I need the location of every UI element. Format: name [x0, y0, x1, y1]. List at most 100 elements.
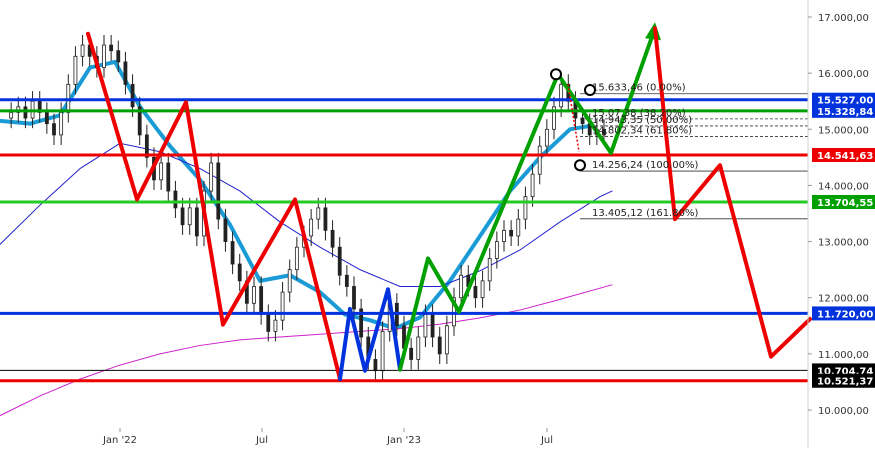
fib-labels: 15.633,46 (0.00%) 15.07,38 (38.20%)14.943… — [592, 83, 698, 219]
candle-body — [516, 218, 521, 237]
candle-body — [430, 314, 435, 338]
candle-body — [37, 100, 42, 113]
candle-body — [102, 44, 106, 68]
y-tick-label: 12.000,00 — [818, 294, 869, 305]
candle-body — [473, 286, 478, 299]
fib-label: 14.256,24 (100.00%) — [592, 160, 698, 171]
y-axis: 17.000,00 16.000,00 15.000,00 14.000,00 13.0… — [808, 13, 869, 417]
candle-body — [352, 286, 356, 310]
candle-body — [344, 274, 349, 287]
candle-body — [409, 347, 414, 360]
candle-body — [559, 83, 564, 108]
candle-body — [337, 246, 342, 276]
candle-body — [23, 106, 28, 119]
candle-body — [173, 190, 178, 209]
candle-body — [509, 229, 514, 237]
candle-body — [544, 128, 549, 147]
candle-body — [109, 44, 114, 52]
wave-line — [398, 26, 657, 372]
price-tag-box — [812, 103, 875, 118]
price-level-lines — [0, 98, 808, 383]
pivot-marker — [550, 68, 562, 81]
candle-body — [144, 134, 149, 158]
candle-body — [180, 207, 185, 226]
candle-body — [359, 308, 364, 338]
y-tick-label: 16.000,00 — [818, 69, 869, 80]
candle-body — [137, 106, 142, 136]
y-tick-label: 14.000,00 — [818, 181, 869, 192]
candle-body — [552, 106, 556, 130]
pivot-markers — [550, 68, 596, 172]
wave-line — [86, 31, 342, 382]
candle-body — [316, 207, 321, 220]
candle-body — [309, 218, 314, 237]
candle-body — [209, 162, 214, 192]
candle-body — [44, 112, 49, 125]
candle-body — [80, 44, 85, 57]
pivot-marker — [584, 83, 596, 96]
fib-label: 14.943,35 (50.00%) — [592, 115, 692, 126]
candle-body — [187, 207, 192, 226]
candle-body — [166, 162, 171, 192]
candle-body — [494, 241, 499, 259]
candle-body — [530, 173, 535, 198]
candle-body — [194, 207, 199, 237]
price-tag-label: 14.541,63 — [817, 151, 873, 162]
price-tag-label: 10.521,37 — [817, 377, 873, 388]
y-tick-label: 11.000,00 — [818, 350, 869, 361]
candle-body — [266, 314, 271, 332]
candle-body — [52, 123, 56, 136]
candle-body — [487, 258, 492, 282]
fib-label: 13.405,12 (161.80%) — [592, 208, 698, 219]
x-axis: Jan '22 Jul Jan '23 Jul — [102, 428, 553, 446]
candle-body — [602, 128, 606, 136]
candles — [9, 34, 606, 381]
candle-body — [280, 291, 285, 321]
y-tick-label: 10.000,00 — [818, 406, 869, 417]
price-tag-box — [812, 147, 875, 162]
candle-body — [273, 319, 278, 332]
candle-body — [380, 330, 385, 372]
fib-label: 15.07,38 (38.20%) — [592, 108, 686, 119]
price-tag-box — [812, 92, 875, 107]
price-tag-label: 11.720,00 — [817, 309, 873, 320]
candle-body — [423, 314, 428, 338]
candle-body — [259, 286, 264, 315]
price-tag-box — [812, 373, 875, 388]
candle-body — [130, 83, 135, 108]
candle-body — [459, 274, 464, 299]
x-tick-label: Jan '23 — [386, 435, 421, 446]
candle-body — [480, 280, 485, 299]
candle-body — [537, 145, 542, 175]
wave-lines — [86, 22, 812, 382]
candle-body — [9, 112, 14, 119]
candle-body — [237, 263, 242, 282]
wave-line — [338, 287, 402, 382]
price-tag-label: 13.704,55 — [817, 198, 873, 209]
candle-body — [216, 162, 221, 220]
candle-body — [230, 241, 235, 265]
wave-line — [653, 26, 812, 359]
x-tick-label: Jul — [540, 435, 553, 446]
price-tag-box — [812, 194, 875, 209]
price-tag-label: 15.527,00 — [817, 96, 873, 107]
candle-body — [294, 246, 299, 271]
ma-medium-line — [0, 142, 613, 287]
y-tick-label: 15.000,00 — [818, 125, 869, 136]
candle-body — [59, 112, 64, 136]
candle-body — [416, 336, 421, 360]
candle-body — [523, 196, 528, 220]
fib-label: 14.802,34 (61.80%) — [592, 126, 692, 137]
candle-body — [452, 297, 456, 327]
candle-body — [323, 207, 328, 231]
price-tag-box — [812, 306, 875, 321]
y-tick-label: 17.000,00 — [818, 13, 869, 24]
candle-body — [287, 269, 292, 293]
candle-body — [252, 286, 256, 304]
candle-body — [116, 50, 121, 63]
candle-body — [159, 162, 164, 181]
connector-line — [567, 84, 580, 152]
